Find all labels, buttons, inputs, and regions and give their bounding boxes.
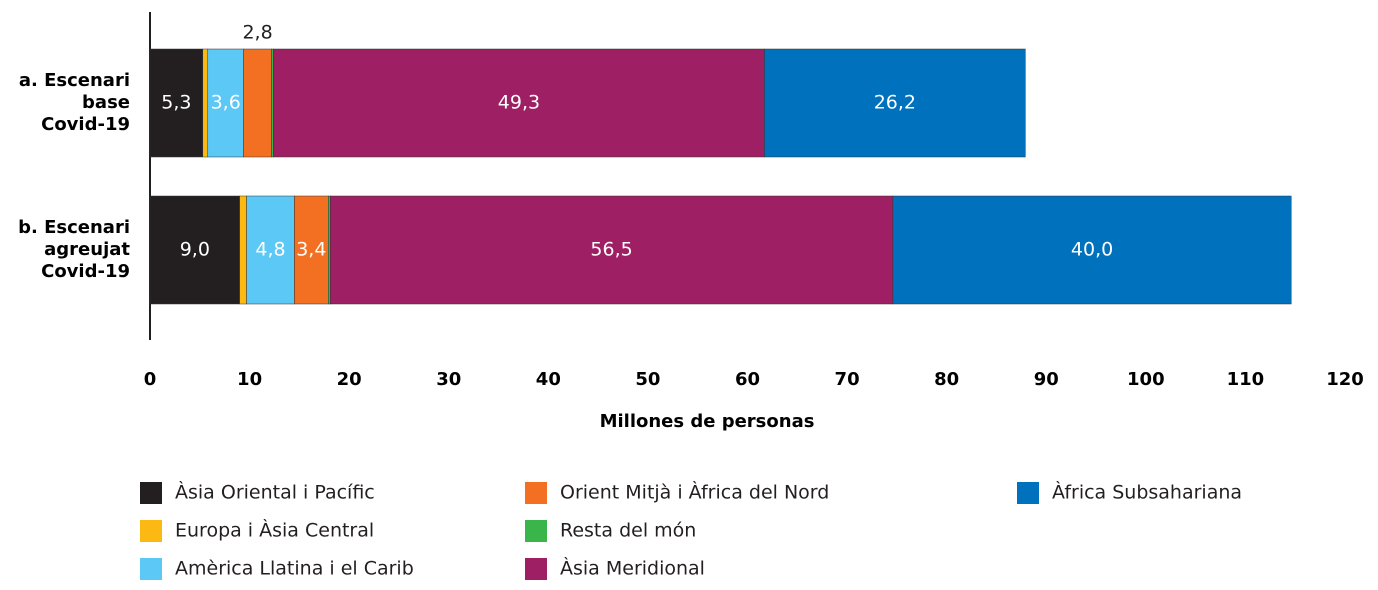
- data-label: 49,3: [498, 92, 540, 114]
- data-label: 26,2: [874, 92, 916, 114]
- legend-swatch: [525, 482, 547, 504]
- y-tick-label: Covid-19: [41, 261, 130, 282]
- x-tick-label: 10: [237, 369, 262, 390]
- x-tick-label: 30: [436, 369, 461, 390]
- bar-segment: [273, 48, 765, 158]
- data-label: 56,5: [590, 239, 632, 261]
- x-tick-label: 110: [1227, 369, 1265, 390]
- x-tick-label: 20: [337, 369, 362, 390]
- bar-segment: [202, 48, 209, 158]
- legend-label: Àsia Meridional: [560, 557, 705, 580]
- bar-segment: [239, 195, 247, 305]
- data-label: 3,4: [296, 239, 326, 261]
- x-tick-label: 70: [835, 369, 860, 390]
- x-tick-label: 0: [144, 369, 157, 390]
- x-tick-label: 40: [536, 369, 561, 390]
- x-axis-title: Millones de personas: [600, 411, 815, 432]
- legend-label: Orient Mitjà i Àfrica del Nord: [560, 481, 829, 504]
- legend-swatch: [525, 520, 547, 542]
- legend-label: Àsia Oriental i Pacífic: [175, 481, 375, 504]
- data-label: 4,8: [255, 239, 285, 261]
- x-tick-label: 80: [934, 369, 959, 390]
- y-tick-label: agreujat: [44, 239, 130, 260]
- data-label: 5,3: [161, 92, 191, 114]
- legend-swatch: [525, 558, 547, 580]
- legend-label: Amèrica Llatina i el Carib: [175, 558, 414, 580]
- x-tick-label: 50: [635, 369, 660, 390]
- legend-label: Europa i Àsia Central: [175, 519, 374, 542]
- bar-segment: [892, 195, 1292, 305]
- y-tick-label: a. Escenari: [19, 70, 130, 91]
- legend-swatch: [140, 520, 162, 542]
- bar-segment: [149, 48, 204, 158]
- bar-segment: [329, 195, 894, 305]
- legend-swatch: [140, 558, 162, 580]
- legend-swatch: [1017, 482, 1039, 504]
- x-tick-label: 100: [1127, 369, 1165, 390]
- legend-label: Àfrica Subsahariana: [1052, 481, 1242, 504]
- legend-label: Resta del món: [560, 520, 696, 542]
- y-tick-label: b. Escenari: [18, 217, 130, 238]
- bar-segment: [764, 48, 1026, 158]
- bar-segment: [207, 48, 244, 158]
- y-tick-label: Covid-19: [41, 114, 130, 135]
- data-label: 9,0: [180, 239, 210, 261]
- bar-segment: [328, 195, 331, 305]
- bar-segment: [271, 48, 274, 158]
- x-tick-label: 90: [1034, 369, 1059, 390]
- legend-swatch: [140, 482, 162, 504]
- x-tick-label: 60: [735, 369, 760, 390]
- data-label: 2,8: [242, 22, 272, 44]
- y-tick-label: base: [82, 92, 130, 113]
- bar-segment: [243, 48, 272, 158]
- data-label: 40,0: [1071, 239, 1113, 261]
- x-tick-label: 120: [1326, 369, 1364, 390]
- data-label: 3,6: [211, 92, 241, 114]
- bar-segment: [246, 195, 295, 305]
